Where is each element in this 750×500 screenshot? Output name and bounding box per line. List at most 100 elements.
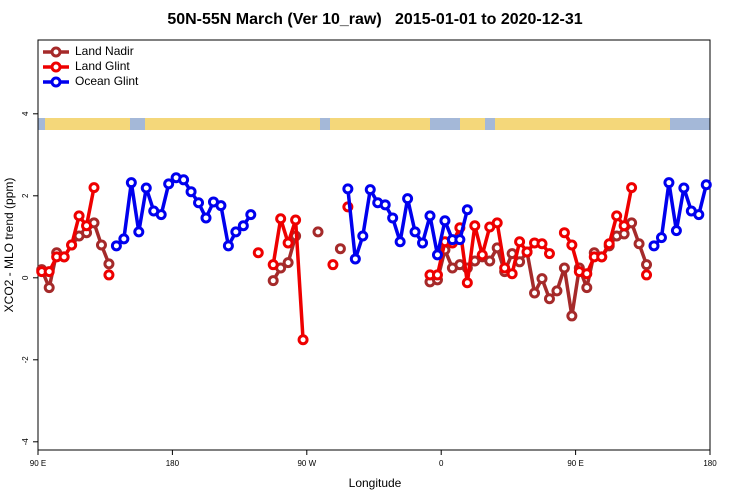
data-point [514,256,526,268]
data-point [626,182,638,194]
legend-label: Land Glint [75,59,130,73]
data-point [670,225,682,237]
legend-label: Land Nadir [75,44,134,58]
data-point [566,239,578,251]
data-point [581,268,593,280]
data-point [185,186,197,198]
data-point [581,282,593,294]
legend-marker [50,46,62,58]
x-tick-label: 180 [166,459,180,468]
data-point [245,209,257,221]
data-point [514,236,526,248]
data-point [237,220,249,232]
data-point [297,334,309,346]
data-point [409,226,421,238]
data-point [476,249,488,261]
data-point [402,193,414,205]
legend-marker [50,76,62,88]
data-point [536,273,548,285]
data-point [491,217,503,229]
y-axis-label: XCO2 - MLO trend (ppm) [2,178,16,313]
data-point [558,262,570,274]
data-point [267,275,279,287]
data-point [506,268,518,280]
data-point [230,226,242,238]
data-point [424,210,436,222]
data-point [357,230,369,242]
data-point [543,293,555,305]
data-point [103,269,115,281]
y-tick-label: -4 [21,438,30,446]
data-point [222,240,234,252]
data-point [641,259,653,271]
x-tick-label: 180 [703,459,717,468]
y-tick-label: -2 [21,356,30,364]
data-point [663,177,675,189]
x-tick-label: 90 W [297,459,316,468]
data-point [693,209,705,221]
legend-marker [50,61,62,73]
data-point [252,247,264,259]
data-point [618,220,630,232]
data-point [66,239,78,251]
data-point [312,226,324,238]
data-point [118,233,130,245]
data-point [282,257,294,269]
x-axis-label: Longitude [349,476,402,490]
y-tick-label: 0 [21,275,30,280]
data-point [700,179,712,191]
plot-frame [37,39,711,451]
data-point [58,251,70,263]
data-point [454,234,466,246]
data-point [431,249,443,261]
series-line [40,221,649,318]
data-point [95,239,107,251]
legend-label: Ocean Glint [75,74,139,88]
data-point [81,220,93,232]
data-point [43,282,55,294]
data-point [133,226,145,238]
data-point [282,237,294,249]
data-point [387,212,399,224]
data-point [155,209,167,221]
data-point [461,204,473,216]
data-point [678,182,690,194]
data-point [200,212,212,224]
x-tick-label: 0 [439,459,444,468]
data-point [558,227,570,239]
data-point [193,197,205,209]
land-mask-band [38,118,710,130]
data-point [543,248,555,260]
data-point [73,210,85,222]
data-point [551,285,563,297]
data-point [417,237,429,249]
data-point [379,199,391,211]
chart-title: 50N-55N March (Ver 10_raw) 2015-01-01 to… [167,11,582,28]
data-point [163,178,175,190]
data-point [499,262,511,274]
data-point [125,177,137,189]
data-point [484,255,496,267]
data-point [603,238,615,250]
data-point [611,210,623,222]
data-point [334,243,346,255]
data-point [88,182,100,194]
data-point [536,238,548,250]
y-tick-label: 4 [21,111,30,116]
data-point [349,253,361,265]
data-point [633,238,645,250]
data-point [529,287,541,299]
data-point [275,213,287,225]
data-point [566,310,578,322]
data-point [290,214,302,226]
x-tick-label: 90 E [30,459,46,468]
x-tick-label: 90 E [567,459,583,468]
data-point [469,220,481,232]
data-point [327,259,339,271]
data-point [215,200,227,212]
data-point [439,215,451,227]
data-point [178,174,190,186]
data-point [641,269,653,281]
data-point [596,251,608,263]
